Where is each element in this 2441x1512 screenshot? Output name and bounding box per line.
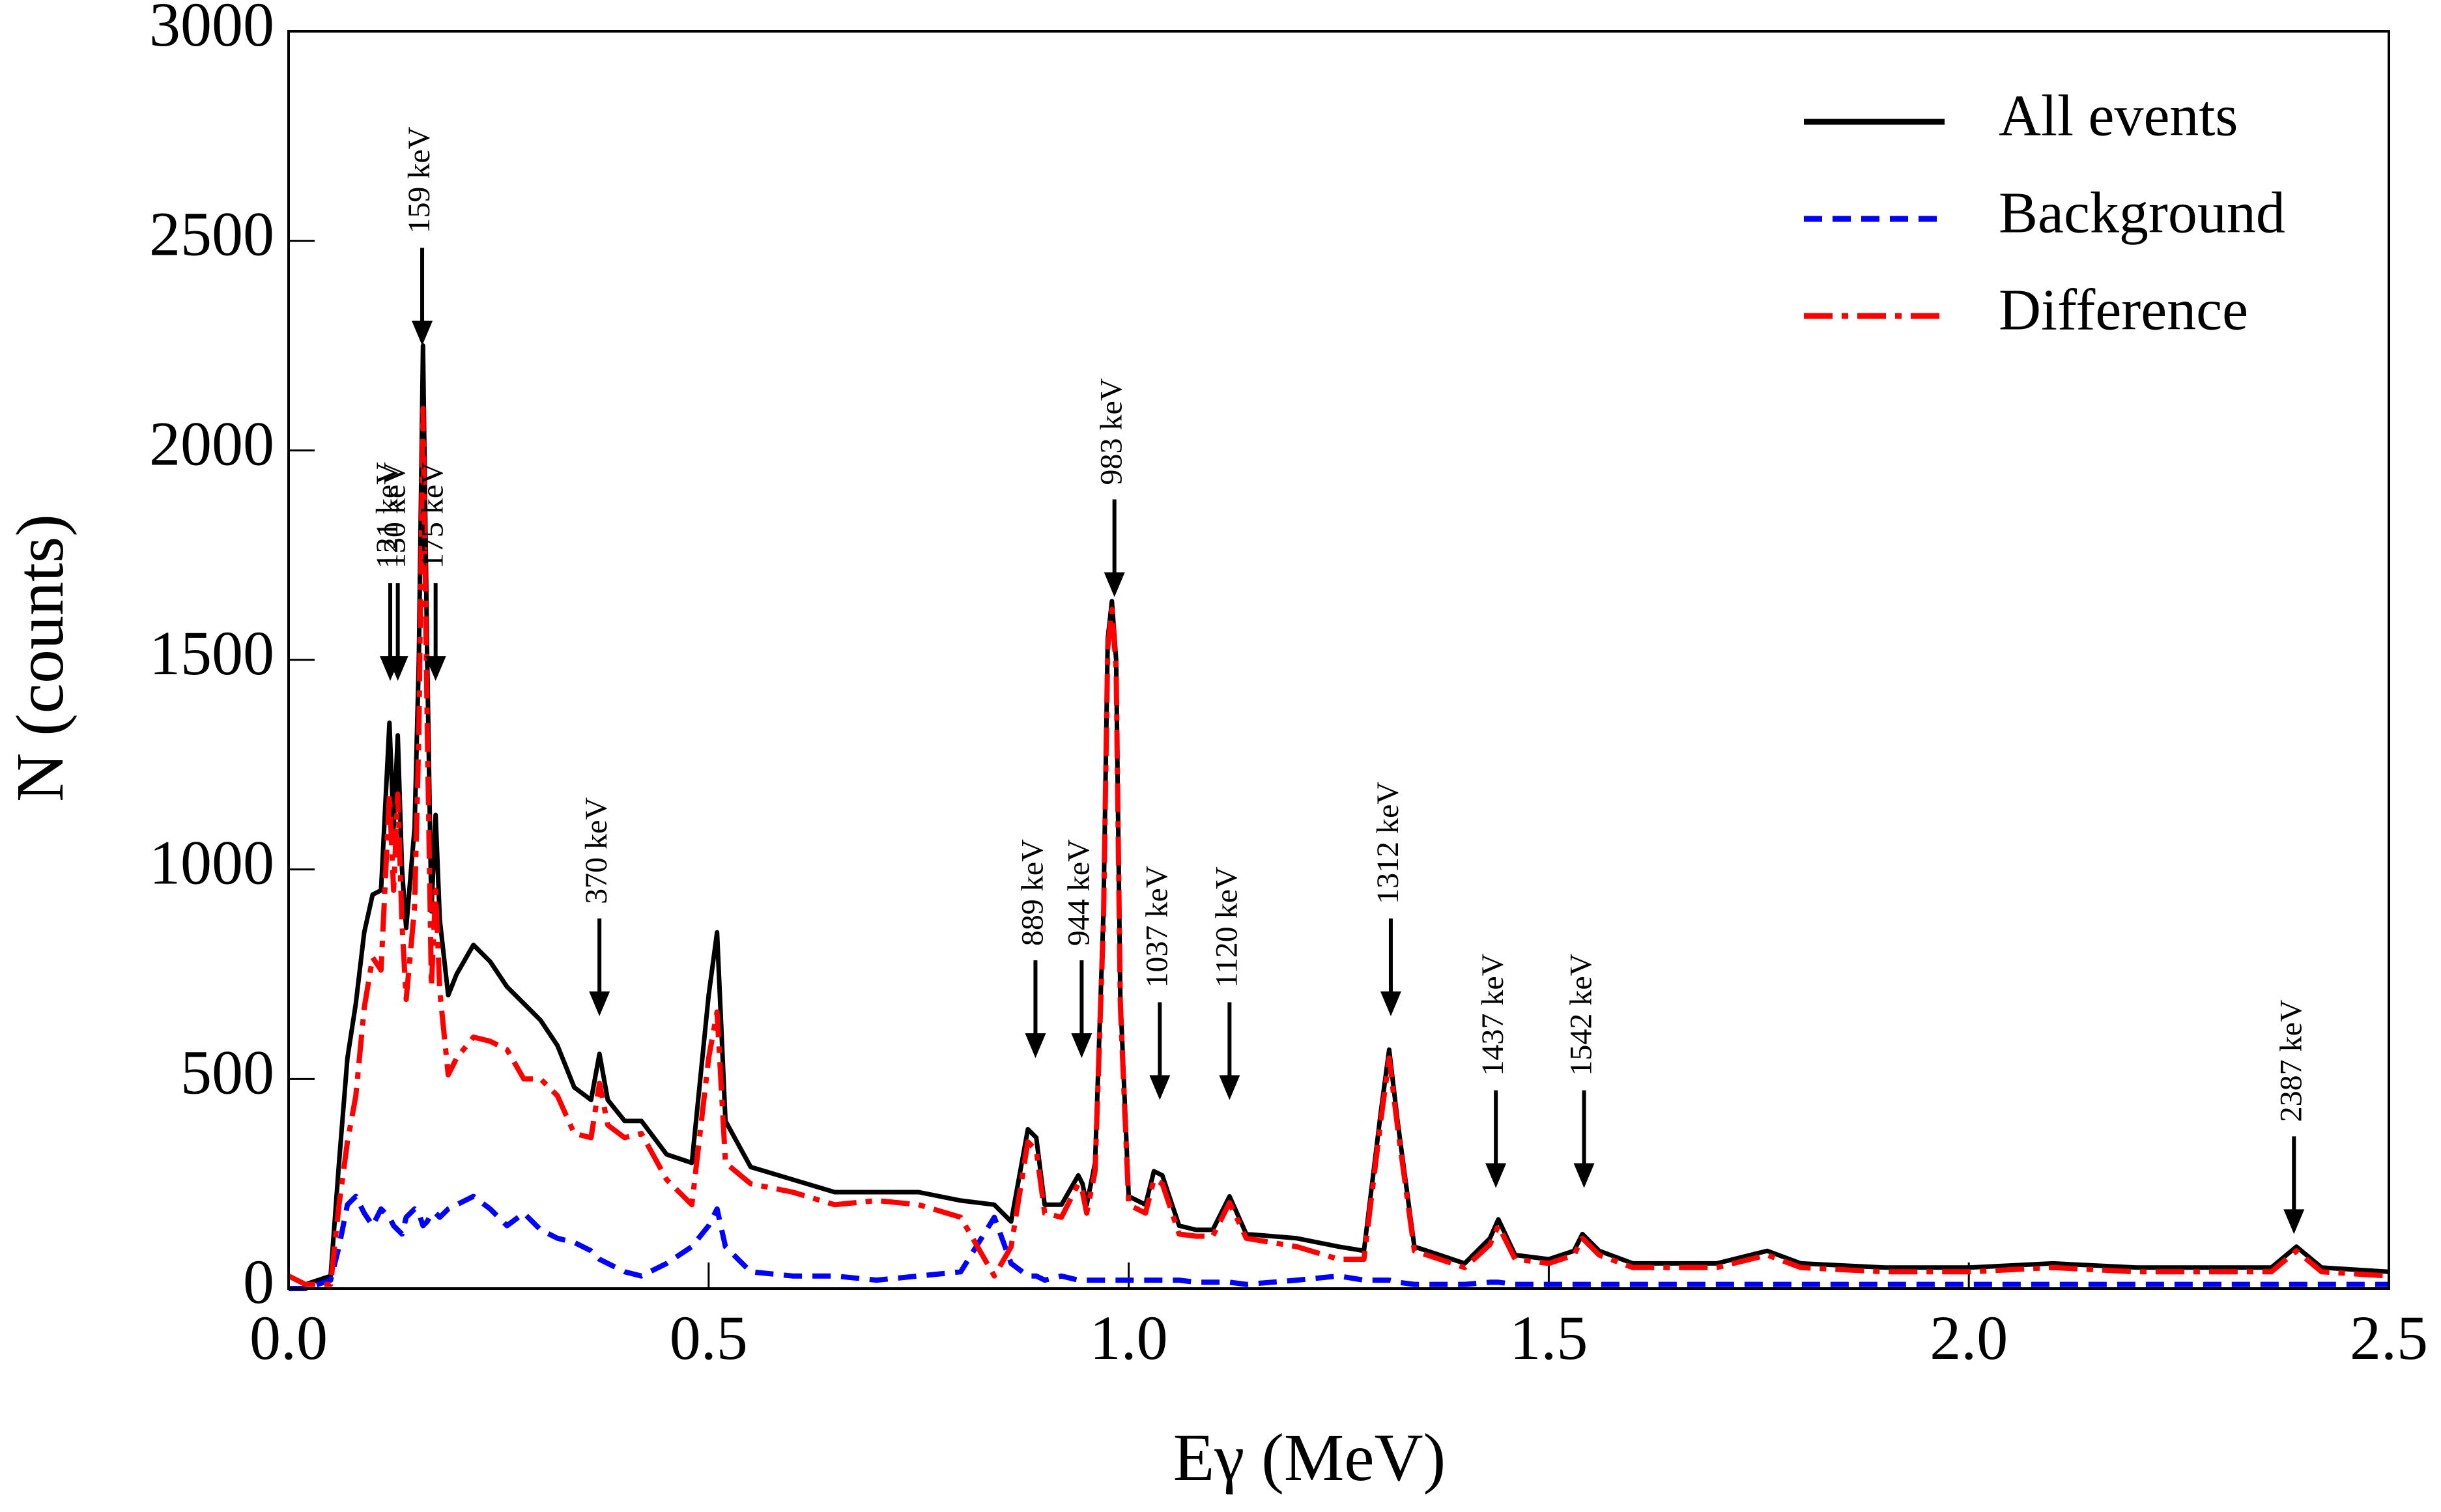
legend-label: All events (1999, 84, 2238, 149)
annotation-label: 175 keV (416, 462, 450, 569)
annotation-label: 1037 keV (1139, 865, 1174, 988)
annotation-arrow-head (1025, 1033, 1046, 1059)
y-tick-label: 2000 (149, 408, 274, 478)
x-tick-label: 0.0 (250, 1303, 328, 1373)
x-tick-label: 1.0 (1090, 1303, 1168, 1373)
annotation-arrow-head (1149, 1075, 1171, 1100)
y-tick-label: 2500 (149, 199, 274, 269)
annotation-label: 983 keV (1094, 378, 1129, 485)
series-line (287, 406, 2390, 1287)
y-tick-label: 500 (180, 1037, 274, 1107)
y-axis-label: N (counts) (3, 514, 78, 802)
annotation-arrow-head (1380, 991, 1401, 1016)
x-tick-label: 2.0 (1930, 1303, 2008, 1373)
x-tick-label: 2.5 (2350, 1303, 2428, 1373)
annotation-arrow-head (1485, 1163, 1507, 1188)
annotation-label: 2387 keV (2274, 999, 2308, 1122)
annotation-label: 130 keV (378, 462, 412, 569)
x-axis-label: Eγ (MeV) (1173, 1420, 1446, 1495)
y-tick-label: 1000 (149, 828, 274, 898)
annotation-arrow-head (412, 321, 433, 346)
annotation-label: 1437 keV (1476, 953, 1510, 1076)
annotation-arrow-head (2283, 1209, 2305, 1234)
annotation-arrow-head (1104, 572, 1125, 597)
annotation-arrow-head (589, 991, 610, 1016)
annotation-arrow-head (1071, 1033, 1092, 1059)
annotation-label: 944 keV (1061, 839, 1096, 946)
annotation-arrow-head (1573, 1163, 1595, 1188)
annotation-arrow-head (425, 656, 446, 681)
annotation-label: 1120 keV (1209, 866, 1244, 988)
y-tick-label: 3000 (149, 0, 274, 59)
annotation-label: 370 keV (579, 797, 614, 904)
annotation-arrow-head (1219, 1075, 1240, 1100)
plot-frame (287, 30, 2390, 1290)
y-tick-label: 0 (243, 1247, 274, 1317)
x-tick-label: 0.5 (670, 1303, 748, 1373)
legend-label: Background (1999, 181, 2285, 246)
y-tick-label: 1500 (149, 618, 274, 688)
annotation-label: 889 keV (1015, 839, 1049, 946)
x-tick-label: 1.5 (1509, 1303, 1588, 1373)
annotation-label: 121 keV (370, 462, 405, 569)
annotation-label: 159 keV (402, 126, 436, 233)
series-line (289, 1193, 2389, 1291)
legend-label: Difference (1999, 278, 2248, 343)
annotation-arrow-head (387, 656, 408, 681)
annotation-label: 1312 keV (1371, 782, 1405, 904)
annotation-label: 1542 keV (1564, 953, 1599, 1076)
